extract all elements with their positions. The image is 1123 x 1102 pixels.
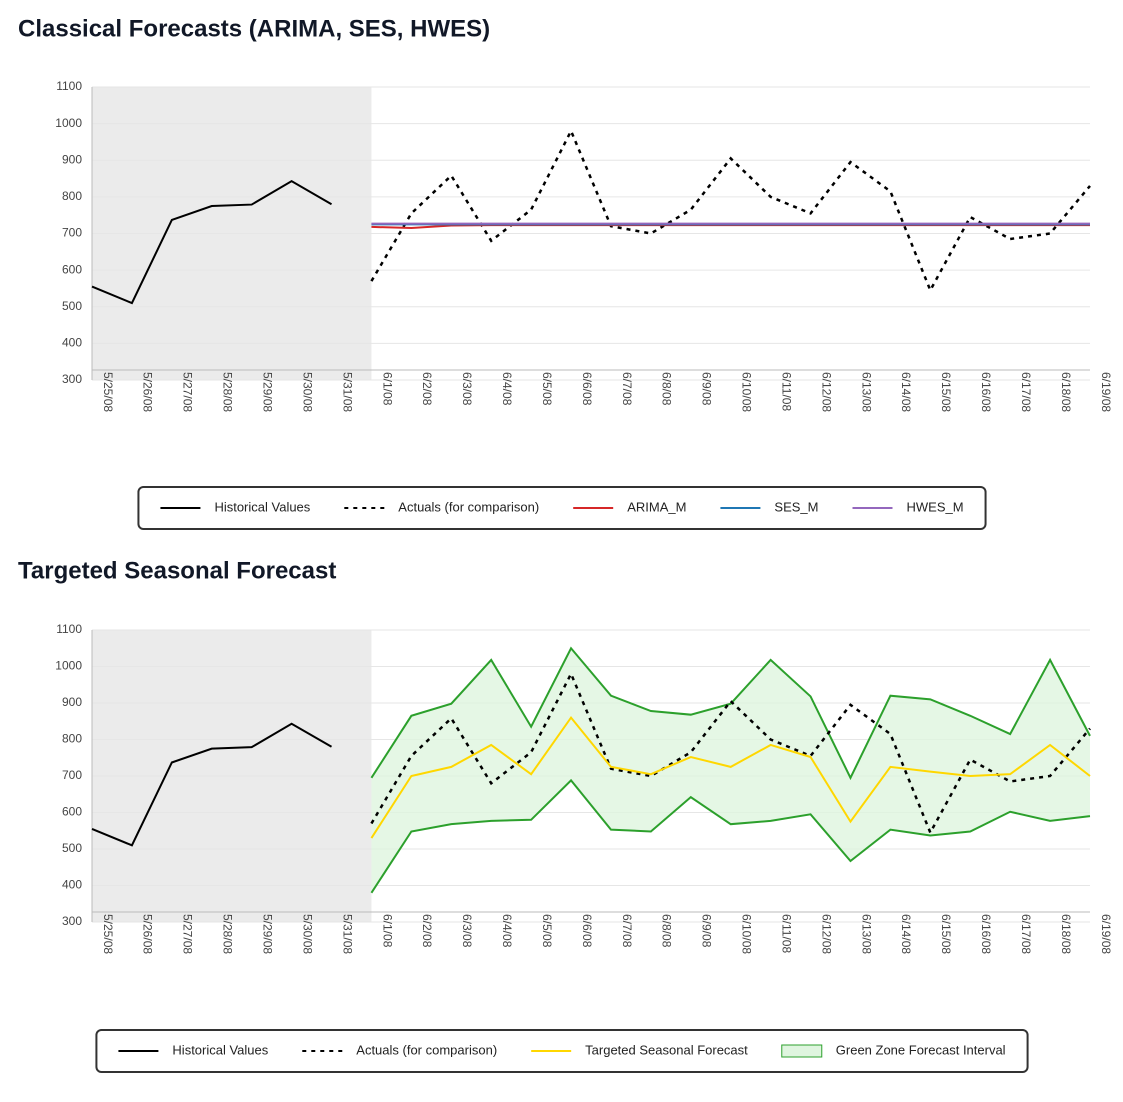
- x-tick-label: 5/27/08: [181, 914, 195, 954]
- x-tick-label: 6/5/08: [540, 914, 554, 948]
- legend-label: Green Zone Forecast Interval: [836, 1042, 1006, 1057]
- y-tick-label: 300: [62, 914, 82, 928]
- interval-upper: [370, 646, 1091, 781]
- x-tick-label: 6/18/08: [1059, 372, 1073, 412]
- series-line: [370, 127, 1091, 294]
- x-tick-label: 6/13/08: [859, 914, 873, 954]
- x-tick-label: 6/1/08: [380, 914, 394, 948]
- legend-label: HWES_M: [907, 499, 964, 514]
- x-tick-label: 6/3/08: [460, 372, 474, 406]
- y-tick-label: 800: [62, 189, 82, 203]
- x-tick-label: 6/10/08: [740, 372, 754, 412]
- y-tick-label: 400: [62, 878, 82, 892]
- legend-box: [137, 486, 987, 530]
- y-tick-label: 400: [62, 336, 82, 350]
- x-tick-label: 6/2/08: [420, 914, 434, 948]
- series-line: [91, 722, 333, 847]
- legend-label: ARIMA_M: [627, 499, 686, 514]
- x-tick-label: 6/7/08: [620, 914, 634, 948]
- x-tick-label: 6/7/08: [620, 372, 634, 406]
- x-tick-label: 5/31/08: [340, 372, 354, 412]
- chart-title: Classical Forecasts (ARIMA, SES, HWES): [18, 15, 490, 42]
- x-tick-label: 6/12/08: [819, 372, 833, 412]
- x-tick-label: 6/9/08: [700, 914, 714, 948]
- legend-label: Actuals (for comparison): [398, 499, 539, 514]
- y-tick-label: 700: [62, 768, 82, 782]
- x-tick-label: 5/25/08: [101, 372, 115, 412]
- x-tick-label: 5/26/08: [141, 914, 155, 954]
- legend-label: Historical Values: [172, 1042, 268, 1057]
- x-tick-label: 6/15/08: [939, 372, 953, 412]
- x-tick-label: 6/17/08: [1019, 372, 1033, 412]
- x-tick-label: 5/28/08: [221, 914, 235, 954]
- legend: Historical Values Actuals (for comparison…: [137, 486, 987, 530]
- x-tick-label: 5/25/08: [101, 914, 115, 954]
- x-tick-label: 6/19/08: [1099, 914, 1113, 954]
- y-tick-label: 1100: [56, 622, 82, 636]
- x-tick-label: 5/28/08: [221, 372, 235, 412]
- x-tick-label: 6/11/08: [779, 914, 793, 953]
- chart-title: Targeted Seasonal Forecast: [18, 557, 336, 584]
- x-tick-label: 6/2/08: [420, 372, 434, 406]
- x-tick-label: 6/4/08: [500, 914, 514, 948]
- x-tick-label: 6/14/08: [899, 914, 913, 954]
- y-tick-label: 300: [62, 372, 82, 386]
- legend-label: Targeted Seasonal Forecast: [585, 1042, 748, 1057]
- series-line: [91, 179, 333, 305]
- x-tick-label: 6/19/08: [1099, 372, 1113, 412]
- y-tick-label: 600: [62, 262, 82, 276]
- x-tick-label: 6/9/08: [700, 372, 714, 406]
- x-tick-label: 6/8/08: [660, 372, 674, 406]
- y-tick-label: 900: [62, 152, 82, 166]
- x-tick-label: 5/27/08: [181, 372, 195, 412]
- x-tick-label: 6/17/08: [1019, 914, 1033, 954]
- legend-label: SES_M: [774, 499, 818, 514]
- x-tick-label: 6/18/08: [1059, 914, 1073, 954]
- y-tick-label: 800: [62, 732, 82, 746]
- x-tick-label: 6/13/08: [859, 372, 873, 412]
- x-tick-label: 6/11/08: [779, 372, 793, 411]
- x-tick-label: 6/4/08: [500, 372, 514, 406]
- x-tick-label: 6/10/08: [740, 914, 754, 954]
- x-tick-label: 6/6/08: [580, 914, 594, 948]
- series-line: [370, 670, 1091, 836]
- y-tick-label: 900: [62, 695, 82, 709]
- y-tick-label: 1100: [56, 79, 82, 93]
- y-tick-label: 500: [62, 299, 82, 313]
- x-tick-label: 6/5/08: [540, 372, 554, 406]
- legend-label: Actuals (for comparison): [356, 1042, 497, 1057]
- interval-lower: [370, 778, 1091, 894]
- legend-label: Historical Values: [214, 499, 310, 514]
- y-tick-label: 500: [62, 841, 82, 855]
- x-tick-label: 6/14/08: [899, 372, 913, 412]
- x-tick-label: 5/26/08: [141, 372, 155, 412]
- y-tick-label: 600: [62, 805, 82, 819]
- x-tick-label: 6/3/08: [460, 914, 474, 948]
- series-line: [371, 224, 1090, 230]
- x-tick-label: 6/16/08: [979, 914, 993, 954]
- x-tick-label: 6/15/08: [939, 914, 953, 954]
- x-tick-label: 5/29/08: [261, 914, 275, 954]
- series-line: [370, 715, 1091, 839]
- x-tick-label: 5/30/08: [300, 914, 314, 954]
- x-tick-label: 5/31/08: [340, 914, 354, 954]
- interval-area: [371, 648, 1090, 893]
- x-tick-label: 6/6/08: [580, 372, 594, 406]
- y-tick-label: 1000: [55, 116, 82, 130]
- legend-swatch: [781, 1044, 823, 1058]
- x-tick-label: 6/8/08: [660, 914, 674, 948]
- x-tick-label: 6/1/08: [380, 372, 394, 406]
- x-tick-label: 5/29/08: [261, 372, 275, 412]
- y-tick-label: 700: [62, 226, 82, 240]
- legend: Historical Values Actuals (for comparison…: [95, 1029, 1029, 1073]
- x-tick-label: 6/12/08: [819, 914, 833, 954]
- x-tick-label: 6/16/08: [979, 372, 993, 412]
- x-tick-label: 5/30/08: [300, 372, 314, 412]
- y-tick-label: 1000: [55, 659, 82, 673]
